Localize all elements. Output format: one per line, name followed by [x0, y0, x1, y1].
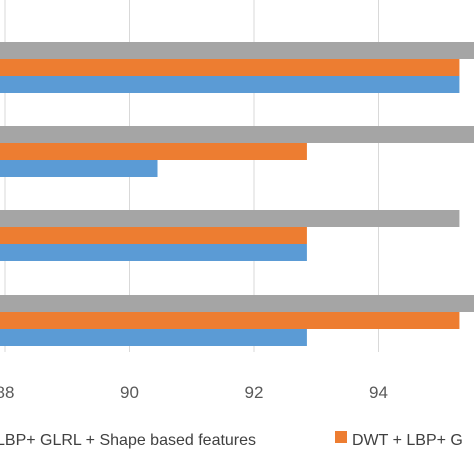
bar-orange-group-1 [0, 312, 460, 329]
bar-blue-group-1 [0, 329, 307, 346]
bar-orange-group-4 [0, 59, 460, 76]
bar-blue-group-2 [0, 244, 307, 261]
bar-gray-group-2 [0, 210, 460, 227]
x-tick-label-90: 90 [120, 383, 139, 402]
legend-swatch-orange-series [335, 431, 347, 443]
legend-label-orange-series: DWT + LBP+ G [352, 432, 463, 449]
legend: LBP+ GLRL + Shape based features DWT + L… [0, 431, 463, 449]
bar-blue-group-4 [0, 76, 460, 93]
bar-blue-group-3 [0, 160, 158, 177]
bar-orange-group-3 [0, 143, 307, 160]
bar-gray-group-3 [0, 126, 474, 143]
legend-label-gray-series: LBP+ GLRL + Shape based features [0, 432, 256, 449]
bar-gray-group-1 [0, 295, 474, 312]
x-tick-label-94: 94 [369, 383, 388, 402]
bar-gray-group-4 [0, 42, 474, 59]
x-tick-label-92: 92 [245, 383, 264, 402]
x-tick-label-88: 88 [0, 383, 14, 402]
bar-orange-group-2 [0, 227, 307, 244]
bar-series [0, 42, 474, 346]
x-axis-tick-labels: 88 90 92 94 [0, 383, 388, 402]
